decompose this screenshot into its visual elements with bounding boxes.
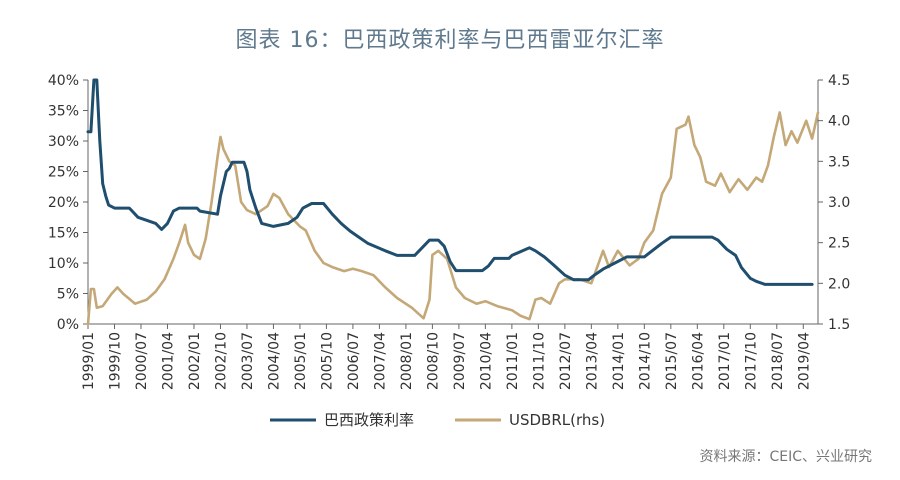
x-tick-label: 2002/10 bbox=[213, 332, 229, 390]
x-tick-label: 2013/04 bbox=[584, 332, 600, 390]
x-tick-label: 2015/07 bbox=[664, 332, 680, 390]
series-line-policy-rate bbox=[86, 78, 814, 286]
left-tick-label: 15% bbox=[48, 226, 79, 242]
x-tick-label: 2005/01 bbox=[293, 332, 309, 390]
left-tick-label: 20% bbox=[48, 195, 79, 211]
left-tick-label: 35% bbox=[48, 104, 79, 120]
x-tick-label: 2006/07 bbox=[346, 332, 362, 390]
chart-title: 图表 16：巴西政策利率与巴西雷亚尔汇率 bbox=[235, 28, 665, 53]
x-tick-label: 1999/10 bbox=[107, 332, 123, 390]
x-tick-label: 2019/04 bbox=[796, 332, 812, 390]
left-tick-label: 0% bbox=[57, 317, 79, 333]
x-tick-label: 2009/07 bbox=[452, 332, 468, 390]
x-tick-label: 2005/10 bbox=[319, 332, 335, 390]
x-tick-label: 2016/04 bbox=[690, 332, 706, 390]
x-tick-label: 2010/04 bbox=[478, 332, 494, 390]
x-tick-label: 2014/01 bbox=[611, 332, 627, 390]
legend-label: 巴西政策利率 bbox=[324, 411, 414, 429]
legend: 巴西政策利率 USDBRL(rhs) bbox=[270, 411, 605, 429]
series-line-usdbrl bbox=[86, 111, 820, 326]
x-tick-label: 2004/04 bbox=[266, 332, 282, 390]
source-note: 资料来源：CEIC、兴业研究 bbox=[699, 449, 872, 465]
left-tick-label: 25% bbox=[48, 165, 79, 181]
series-layer bbox=[86, 78, 820, 326]
x-tick-label: 2017/01 bbox=[717, 332, 733, 390]
right-tick-label: 1.5 bbox=[828, 317, 850, 333]
right-tick-label: 2.5 bbox=[828, 236, 850, 252]
x-tick-label: 2018/07 bbox=[770, 332, 786, 390]
x-tick-label: 2002/01 bbox=[187, 332, 203, 390]
x-tick-label: 2012/07 bbox=[558, 332, 574, 390]
left-tick-label: 10% bbox=[48, 256, 79, 272]
legend-label: USDBRL(rhs) bbox=[509, 411, 605, 429]
x-tick-label: 2017/10 bbox=[743, 332, 759, 390]
right-tick-label: 2.0 bbox=[828, 276, 850, 292]
x-tick-label: 2007/04 bbox=[372, 332, 388, 390]
right-tick-label: 3.5 bbox=[828, 154, 850, 170]
x-tick-label: 2000/07 bbox=[134, 332, 150, 390]
x-tick-label: 2008/10 bbox=[425, 332, 441, 390]
axes: 0% 5% 10% 15% 20% 25% 30% 35% 40% 1.5 2.0 2.5 3.0 3.5… bbox=[48, 73, 850, 390]
right-tick-label: 4.5 bbox=[828, 73, 850, 89]
right-tick-label: 4.0 bbox=[828, 114, 850, 130]
legend-item-usdbrl: USDBRL(rhs) bbox=[455, 411, 605, 429]
left-tick-label: 40% bbox=[48, 73, 79, 89]
x-tick-label: 2011/01 bbox=[505, 332, 521, 390]
x-tick-label: 2001/04 bbox=[160, 332, 176, 390]
x-tick-label: 2008/01 bbox=[399, 332, 415, 390]
left-tick-label: 5% bbox=[57, 287, 79, 303]
x-tick-label: 2014/10 bbox=[637, 332, 653, 390]
x-tick-label: 1999/01 bbox=[81, 332, 97, 390]
x-tick-label: 2003/07 bbox=[240, 332, 256, 390]
right-tick-label: 3.0 bbox=[828, 195, 850, 211]
x-tick-label: 2011/10 bbox=[531, 332, 547, 390]
left-tick-label: 30% bbox=[48, 134, 79, 150]
legend-item-policy-rate: 巴西政策利率 bbox=[270, 411, 414, 429]
